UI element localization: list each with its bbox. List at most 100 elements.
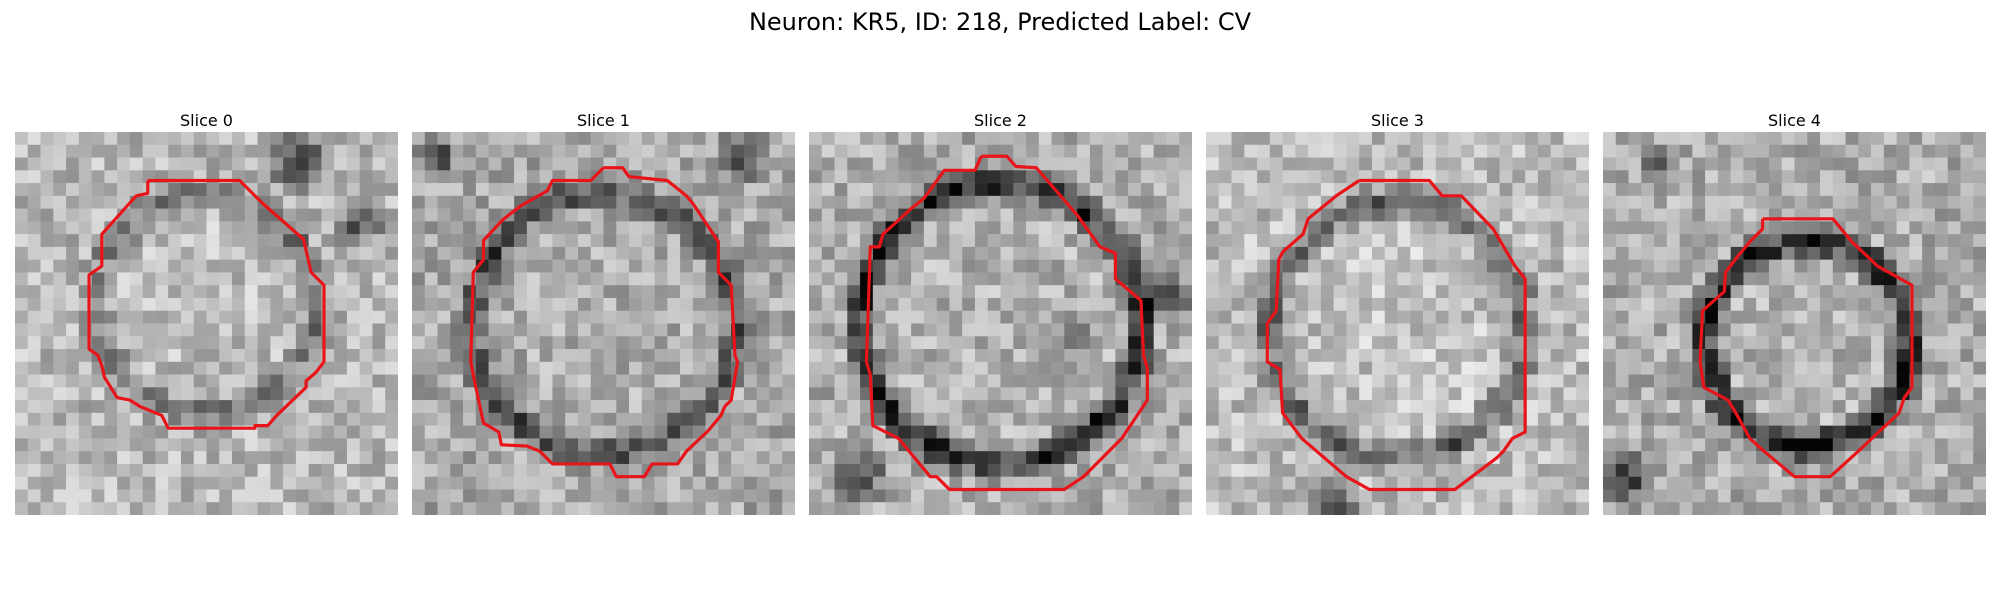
pixel [526,221,540,235]
pixel [1666,361,1680,375]
pixel [359,463,373,477]
pixel [424,285,438,299]
pixel [475,157,489,171]
pixel [1257,208,1271,222]
pixel [501,349,515,363]
pixel [1871,412,1885,426]
pixel [590,132,604,146]
pixel [1947,132,1961,146]
pixel [53,259,67,273]
pixel [40,489,54,503]
pixel [539,234,553,248]
pixel [1346,285,1360,299]
pixel [987,259,1001,273]
pixel [1000,502,1014,515]
pixel [180,221,194,235]
pixel [911,323,925,337]
pixel [1615,297,1629,311]
pixel [1218,412,1232,426]
pixel [91,476,105,490]
pixel [1486,374,1500,388]
pixel [168,246,182,260]
pixel [1179,310,1192,324]
pixel [321,259,335,273]
pixel [1423,336,1437,350]
pixel [1077,387,1091,401]
pixel [962,425,976,439]
pixel [526,374,540,388]
pixel [1934,234,1948,248]
pixel [1896,425,1910,439]
pixel [308,412,322,426]
pixel [1244,387,1258,401]
pixel [1717,438,1731,452]
pixel [1679,502,1693,515]
figure-title: Neuron: KR5, ID: 218, Predicted Label: C… [748,8,1252,36]
pixel [1654,144,1668,158]
pixel [1883,451,1897,465]
pixel [962,272,976,286]
pixel [1486,144,1500,158]
pixel [412,132,426,146]
pixel [1845,323,1859,337]
pixel [539,132,553,146]
pixel [270,425,284,439]
pixel [1346,195,1360,209]
pixel [1435,170,1449,184]
pixel [1679,285,1693,299]
pixel [1896,170,1910,184]
pixel [142,285,156,299]
pixel [1179,221,1192,235]
pixel [987,310,1001,324]
pixel [66,170,80,184]
pixel [1448,221,1462,235]
pixel [1384,132,1398,146]
pixel [168,336,182,350]
pixel [1038,183,1052,197]
pixel [1423,323,1437,337]
pixel [53,463,67,477]
pixel [385,310,398,324]
pixel [1832,374,1846,388]
pixel [78,246,92,260]
pixel [155,323,169,337]
pixel [1461,374,1475,388]
pixel [1641,438,1655,452]
pixel [1461,246,1475,260]
pixel [1206,208,1220,222]
pixel [526,323,540,337]
pixel [629,157,643,171]
pixel [1461,349,1475,363]
pixel [1333,502,1347,515]
pixel [962,170,976,184]
pixel [898,361,912,375]
pixel [1231,400,1245,414]
pixel [1140,463,1154,477]
pixel [539,400,553,414]
pixel [53,412,67,426]
pixel [437,132,451,146]
pixel [346,489,360,503]
pixel [1000,234,1014,248]
pixel [1679,183,1693,197]
pixel [1973,336,1986,350]
pixel [283,425,297,439]
pixel [475,489,489,503]
pixel [1537,400,1551,414]
pixel [1218,246,1232,260]
pixel [1512,361,1526,375]
pixel [936,336,950,350]
pixel [1654,297,1668,311]
pixel [1051,310,1065,324]
pixel [1013,234,1027,248]
pixel [219,297,233,311]
pixel [180,361,194,375]
pixel [1038,132,1052,146]
pixel [1615,234,1629,248]
pixel [475,438,489,452]
pixel [1537,310,1551,324]
pixel [692,246,706,260]
pixel [1820,336,1834,350]
pixel [769,374,783,388]
pixel [1525,246,1539,260]
